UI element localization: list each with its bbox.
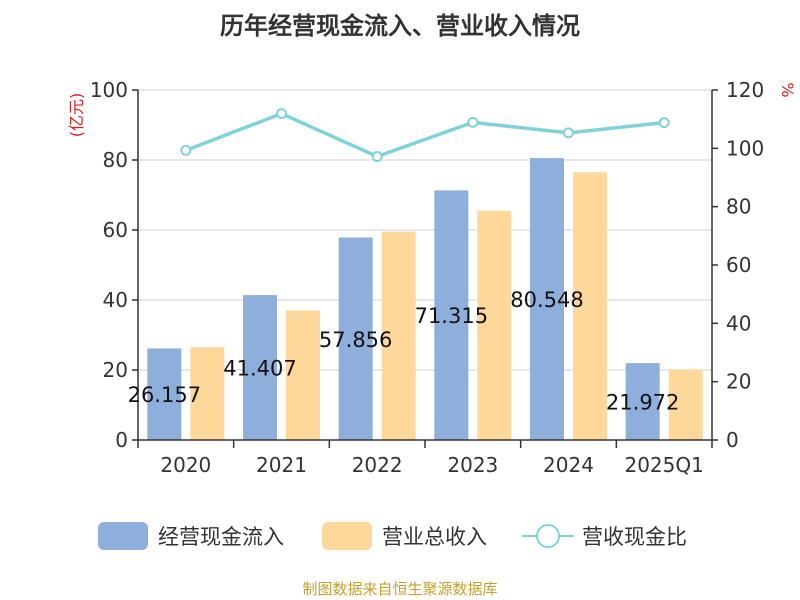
- y-tick-label-left: 40: [103, 288, 128, 312]
- data-label-cash-inflow: 21.972: [606, 391, 679, 415]
- bar-revenue: [668, 369, 703, 440]
- legend-swatch-revenue: [322, 522, 372, 550]
- legend-line-marker-icon: [522, 522, 574, 550]
- x-tick-label: 2025Q1: [624, 453, 703, 477]
- ratio-line: [185, 111, 665, 159]
- legend-label-ratio: 营收现金比: [582, 525, 687, 549]
- bar-revenue: [477, 210, 512, 440]
- y-tick-label-left: 20: [103, 358, 128, 382]
- bar-cash-inflow: [530, 158, 564, 440]
- data-label-cash-inflow: 26.157: [128, 383, 201, 407]
- y-tick-label-right: 20: [726, 370, 751, 394]
- y-tick-label-right: 0: [726, 428, 739, 452]
- bar-revenue: [573, 172, 607, 440]
- source-note: 制图数据来自恒生聚源数据库: [302, 580, 498, 598]
- legend: 经营现金流入 营业总收入 营收现金比: [0, 518, 800, 554]
- x-tick-label: 2020: [160, 453, 211, 477]
- bar-revenue: [190, 347, 225, 440]
- ratio-point: [371, 151, 383, 162]
- line-layer: [180, 108, 670, 162]
- y-tick-label-right: 60: [726, 253, 751, 277]
- data-label-cash-inflow: 41.407: [223, 357, 296, 381]
- bar-revenue: [381, 231, 416, 440]
- y-axis-right-label: %: [778, 82, 797, 97]
- y-tick-label-right: 40: [726, 311, 751, 335]
- ratio-point: [658, 117, 670, 129]
- legend-swatch-cash-inflow: [98, 522, 148, 550]
- ratio-point: [563, 127, 574, 139]
- y-tick-label-right: 100: [726, 136, 764, 160]
- bar-cash-inflow: [338, 237, 373, 440]
- y-tick-label-left: 100: [90, 78, 128, 102]
- ratio-point: [180, 144, 192, 156]
- bars-layer: [147, 158, 703, 440]
- ratio-point: [467, 116, 479, 128]
- y-tick-label-right: 120: [726, 78, 764, 102]
- y-tick-label-left: 0: [115, 428, 128, 452]
- bar-revenue: [286, 310, 320, 440]
- x-tick-label: 2022: [352, 453, 403, 477]
- x-tick-label: 2023: [447, 453, 498, 477]
- axes-layer: 0 20 40 60 80 100 0 20 40 60 80 100 120 2020 2021 2022 2…: [67, 78, 797, 477]
- bar-cash-inflow: [625, 363, 660, 440]
- labels-layer: 26.157 41.407 57.856 71.315 80.548 21.972: [128, 288, 680, 415]
- y-tick-label-left: 60: [103, 218, 128, 242]
- legend-item-revenue[interactable]: 营业总收入: [322, 518, 487, 554]
- legend-item-cash-inflow[interactable]: 经营现金流入: [98, 518, 284, 554]
- y-axis-left-label: (亿元): [67, 93, 86, 138]
- data-label-cash-inflow: 57.856: [319, 328, 392, 352]
- legend-label-revenue: 营业总收入: [382, 525, 487, 549]
- y-tick-label-left: 80: [103, 148, 128, 172]
- legend-label-cash-inflow: 经营现金流入: [158, 525, 284, 549]
- x-tick-label: 2021: [256, 453, 307, 477]
- x-tick-label: 2024: [543, 453, 594, 477]
- chart-title: 历年经营现金流入、营业收入情况: [220, 12, 580, 40]
- ratio-point: [276, 108, 287, 120]
- grid-layer: [138, 89, 712, 371]
- bar-cash-inflow: [147, 348, 182, 440]
- data-label-cash-inflow: 71.315: [415, 304, 488, 328]
- bar-cash-inflow: [243, 295, 277, 440]
- data-label-cash-inflow: 80.548: [510, 288, 583, 312]
- y-tick-label-right: 80: [726, 195, 751, 219]
- bar-cash-inflow: [434, 190, 469, 440]
- legend-item-ratio[interactable]: 营收现金比: [522, 518, 687, 554]
